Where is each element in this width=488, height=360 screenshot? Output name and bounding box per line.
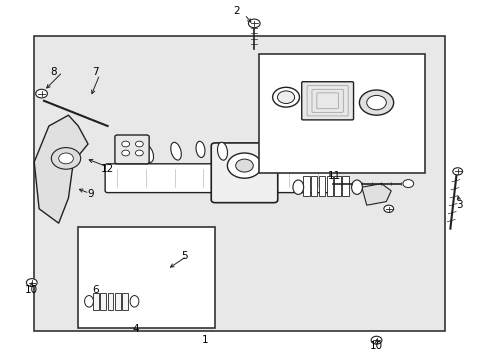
Text: 1: 1 <box>202 335 208 345</box>
Circle shape <box>370 336 381 344</box>
Polygon shape <box>34 115 88 223</box>
Bar <box>107 293 113 310</box>
Text: 10: 10 <box>369 341 382 351</box>
Ellipse shape <box>170 142 181 160</box>
Bar <box>318 176 325 196</box>
Bar <box>78 227 215 328</box>
FancyBboxPatch shape <box>105 164 329 193</box>
Ellipse shape <box>130 296 139 307</box>
Bar <box>310 176 317 196</box>
Circle shape <box>59 153 73 164</box>
Circle shape <box>248 19 260 28</box>
Circle shape <box>235 159 253 172</box>
Circle shape <box>26 279 37 287</box>
Text: 12: 12 <box>101 164 114 174</box>
Bar <box>100 293 106 310</box>
Text: 4: 4 <box>132 324 139 334</box>
FancyBboxPatch shape <box>211 143 277 203</box>
Circle shape <box>383 205 393 212</box>
Circle shape <box>135 141 143 147</box>
Polygon shape <box>361 184 390 205</box>
Bar <box>93 293 99 310</box>
Bar <box>342 176 348 196</box>
Circle shape <box>135 150 143 156</box>
Bar <box>259 54 425 173</box>
Text: 9: 9 <box>87 189 94 199</box>
Text: 11: 11 <box>326 171 340 181</box>
Text: 2: 2 <box>233 6 240 16</box>
Ellipse shape <box>351 180 362 194</box>
Circle shape <box>227 153 261 178</box>
Ellipse shape <box>272 87 299 107</box>
Text: 10: 10 <box>25 285 38 295</box>
FancyBboxPatch shape <box>301 82 353 120</box>
Circle shape <box>122 150 129 156</box>
Bar <box>303 176 309 196</box>
Circle shape <box>452 168 462 175</box>
Bar <box>115 293 121 310</box>
Circle shape <box>36 89 47 98</box>
Text: 3: 3 <box>455 200 462 210</box>
Circle shape <box>122 141 129 147</box>
Circle shape <box>366 95 386 110</box>
Circle shape <box>51 148 81 169</box>
Text: 7: 7 <box>92 67 99 77</box>
Bar <box>34 36 444 331</box>
Text: 5: 5 <box>181 251 188 261</box>
Ellipse shape <box>277 91 294 104</box>
Ellipse shape <box>292 180 303 194</box>
Ellipse shape <box>140 143 153 163</box>
Bar <box>326 176 332 196</box>
Bar <box>334 176 340 196</box>
Ellipse shape <box>402 180 413 188</box>
FancyBboxPatch shape <box>115 135 149 164</box>
Text: 6: 6 <box>92 285 99 295</box>
Circle shape <box>359 90 393 115</box>
Ellipse shape <box>196 141 204 157</box>
Ellipse shape <box>217 142 227 160</box>
Ellipse shape <box>84 296 93 307</box>
Bar <box>122 293 128 310</box>
Text: 8: 8 <box>50 67 57 77</box>
